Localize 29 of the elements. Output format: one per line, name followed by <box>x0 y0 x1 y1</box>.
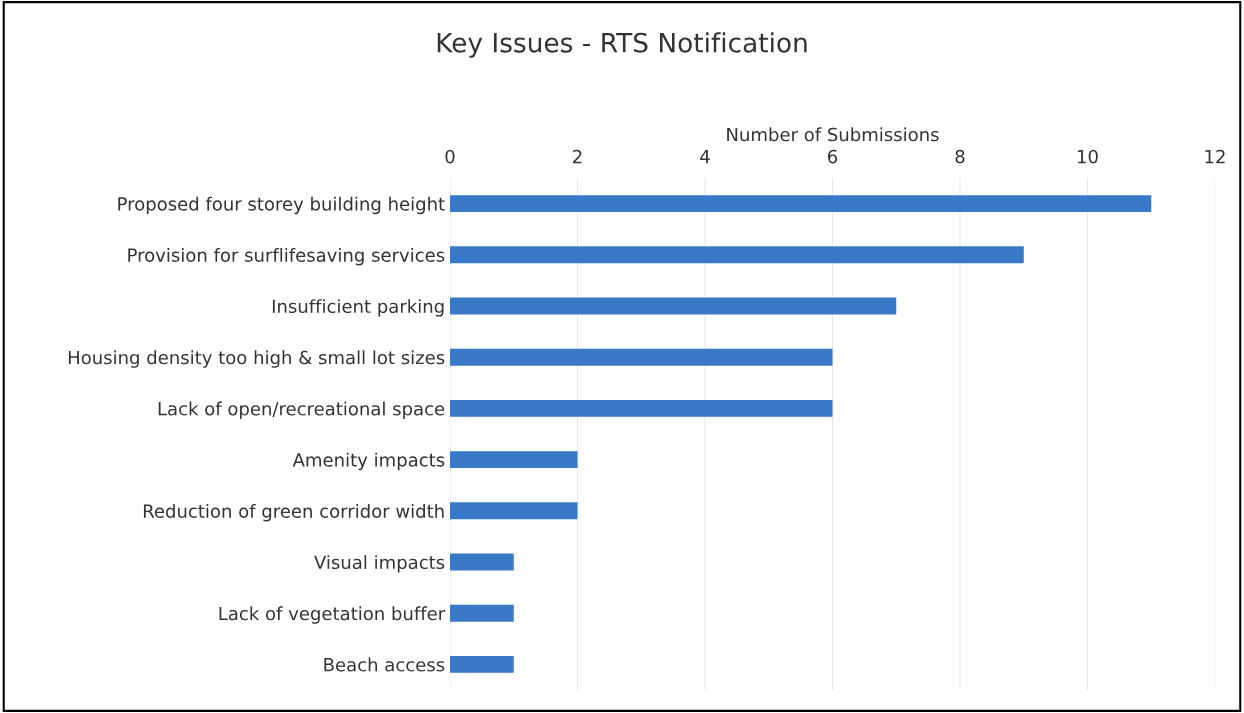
bar <box>450 502 578 520</box>
bar <box>450 195 1152 213</box>
x-tick-label: 2 <box>573 149 582 164</box>
x-tick-label: 0 <box>445 149 455 164</box>
bar <box>450 604 514 622</box>
x-tick-label: 4 <box>700 149 710 164</box>
x-axis-title: Number of Submissions <box>727 127 939 142</box>
bar <box>450 399 833 417</box>
bar <box>450 451 578 469</box>
x-tick-label: 12 <box>1205 149 1225 164</box>
y-tick-label: Provision for surflifesaving services <box>128 247 445 266</box>
y-tick-label: Beach access <box>324 657 445 672</box>
x-tick-label: 6 <box>828 149 838 164</box>
x-tick-label: 10 <box>1078 149 1098 164</box>
y-tick-label: Lack of vegetation buffer <box>219 606 446 624</box>
bar <box>450 297 897 315</box>
y-tick-label: Reduction of green corridor width <box>143 503 444 522</box>
x-tick-label: 8 <box>955 149 965 164</box>
y-tick-label: Housing density too high & small lot sizes <box>68 350 445 368</box>
chart-title: Key Issues - RTS Notification <box>437 32 807 58</box>
y-tick-label: Lack of open/recreational space <box>158 401 445 420</box>
y-tick-label: Amenity impacts <box>292 452 445 471</box>
y-tick-label: Visual impacts <box>314 555 445 573</box>
bar <box>450 655 514 673</box>
y-tick-label: Proposed four storey building height <box>118 196 445 215</box>
y-tick-label: Insufficient parking <box>272 299 444 317</box>
bar <box>450 246 1024 264</box>
bar <box>450 348 833 366</box>
bar <box>450 553 514 571</box>
